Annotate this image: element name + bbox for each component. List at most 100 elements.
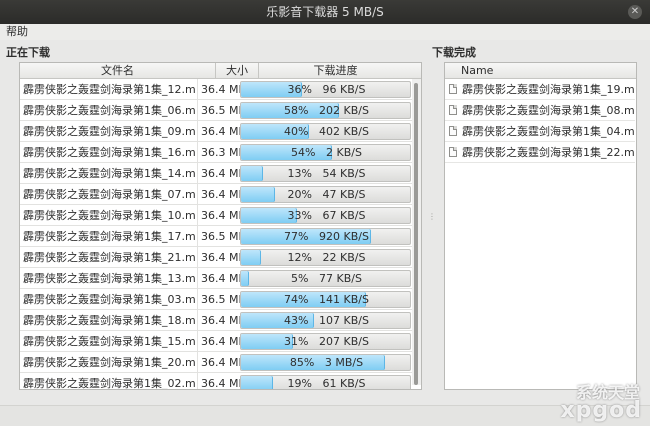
- progress-text: 20% 47 KB/S: [241, 187, 412, 202]
- file-name: 霹雳侠影之轰霆剑海录第1集_21.mp4: [23, 251, 195, 264]
- vertical-scrollbar[interactable]: [412, 79, 421, 385]
- progress-bar: 85% 3 MB/S: [240, 354, 411, 371]
- table-row[interactable]: 霹雳侠影之轰霆剑海录第1集_13.mp4 36.4 MB 5% 77 KB/S: [20, 268, 412, 289]
- table-row[interactable]: 霹雳侠影之轰霆剑海录第1集_12.mp4 36.4 MB 36% 96 KB/S: [20, 79, 412, 100]
- file-size: 36.4 MB: [197, 247, 246, 268]
- table-row[interactable]: 霹雳侠影之轰霆剑海录第1集_06.mp4 36.5 MB 58% 202 KB/S: [20, 100, 412, 121]
- progress-percent: 40%: [284, 125, 309, 138]
- progress-percent: 5%: [291, 272, 309, 285]
- progress-percent: 12%: [287, 251, 312, 264]
- table-header: 文件名 大小 下载进度: [20, 63, 421, 79]
- file-size: 36.4 MB: [197, 79, 246, 100]
- column-header-size[interactable]: 大小: [216, 63, 259, 78]
- close-icon[interactable]: ✕: [628, 5, 642, 19]
- progress-percent: 85%: [289, 356, 315, 369]
- download-speed: 67 KB/S: [322, 209, 366, 222]
- download-speed: 141 KB/S: [319, 293, 369, 306]
- download-speed: 47 KB/S: [322, 188, 366, 201]
- table-row[interactable]: 霹雳侠影之轰霆剑海录第1集_17.mp4 36.5 MB 77% 920 KB/S: [20, 226, 412, 247]
- progress-bar: 33% 67 KB/S: [240, 207, 411, 224]
- file-name: 霹雳侠影之轰霆剑海录第1集_20.mp4: [23, 356, 195, 369]
- table-row[interactable]: 霹雳侠影之轰霆剑海录第1集_18.mp4 36.4 MB 43% 107 KB/S: [20, 310, 412, 331]
- progress-text: 31% 207 KB/S: [241, 334, 412, 349]
- completed-section-title: 下载完成: [432, 46, 476, 59]
- file-name: 霹雳侠影之轰霆剑海录第1集_03.mp4: [23, 293, 195, 306]
- column-header-name[interactable]: 文件名: [20, 63, 216, 78]
- progress-text: 12% 22 KB/S: [241, 250, 412, 265]
- download-speed: 920 KB/S: [319, 230, 369, 243]
- status-bar: [0, 405, 650, 426]
- progress-bar: 19% 61 KB/S: [240, 375, 411, 390]
- progress-text: 43% 107 KB/S: [241, 313, 412, 328]
- file-size: 36.5 MB: [197, 226, 246, 247]
- progress-percent: 77%: [284, 230, 309, 243]
- table-row[interactable]: 霹雳侠影之轰霆剑海录第1集_07.mp4 36.4 MB 20% 47 KB/S: [20, 184, 412, 205]
- table-row[interactable]: 霹雳侠影之轰霆剑海录第1集_09.mp4 36.4 MB 40% 402 KB/S: [20, 121, 412, 142]
- progress-fill: [241, 376, 273, 389]
- table-row[interactable]: 霹雳侠影之轰霆剑海录第1集_02.mp4 36.4 MB 19% 61 KB/S: [20, 373, 412, 390]
- completed-file-name: 霹雳侠影之轰霆剑海录第1集_04.m…: [462, 125, 634, 138]
- progress-fill: [241, 271, 249, 286]
- progress-fill: [241, 250, 261, 265]
- menu-bar: 帮助: [0, 24, 650, 40]
- file-size: 36.4 MB: [197, 205, 246, 226]
- progress-bar: 43% 107 KB/S: [240, 312, 411, 329]
- progress-fill: [241, 208, 297, 223]
- title-bar: 乐影音下载器 5 MB/S ✕: [0, 0, 650, 24]
- splitter-handle[interactable]: ⋮: [428, 212, 436, 221]
- download-speed: 77 KB/S: [319, 272, 362, 285]
- list-item[interactable]: 霹雳侠影之轰霆剑海录第1集_19.m…: [445, 79, 635, 100]
- table-row[interactable]: 霹雳侠影之轰霆剑海录第1集_21.mp4 36.4 MB 12% 22 KB/S: [20, 247, 412, 268]
- table-row[interactable]: 霹雳侠影之轰霆剑海录第1集_16.mp4 36.3 MB 54% 2 KB/S: [20, 142, 412, 163]
- menu-help[interactable]: 帮助: [6, 25, 28, 38]
- file-icon: [449, 105, 457, 115]
- file-size: 36.4 MB: [197, 331, 246, 352]
- progress-fill: [241, 313, 314, 328]
- file-name: 霹雳侠影之轰霆剑海录第1集_02.mp4: [23, 377, 195, 390]
- file-icon: [449, 126, 457, 136]
- download-speed: 61 KB/S: [322, 377, 366, 390]
- progress-fill: [241, 187, 275, 202]
- progress-percent: 20%: [287, 188, 312, 201]
- progress-fill: [241, 334, 293, 349]
- progress-percent: 74%: [284, 293, 309, 306]
- table-row[interactable]: 霹雳侠影之轰霆剑海录第1集_10.mp4 36.4 MB 33% 67 KB/S: [20, 205, 412, 226]
- progress-percent: 31%: [284, 335, 309, 348]
- progress-fill: [241, 82, 302, 97]
- table-row[interactable]: 霹雳侠影之轰霆剑海录第1集_15.mp4 36.4 MB 31% 207 KB/S: [20, 331, 412, 352]
- progress-fill: [241, 124, 309, 139]
- downloading-section-title: 正在下载: [6, 46, 50, 59]
- progress-percent: 13%: [287, 167, 312, 180]
- watermark-logo: 系统天堂 xpgod: [522, 383, 642, 423]
- table-row[interactable]: 霹雳侠影之轰霆剑海录第1集_03.mp4 36.5 MB 74% 141 KB/S: [20, 289, 412, 310]
- progress-fill: [241, 355, 385, 370]
- scrollbar-thumb[interactable]: [414, 83, 418, 385]
- table-row[interactable]: 霹雳侠影之轰霆剑海录第1集_14.mp4 36.4 MB 13% 54 KB/S: [20, 163, 412, 184]
- progress-bar: 58% 202 KB/S: [240, 102, 411, 119]
- list-item[interactable]: 霹雳侠影之轰霆剑海录第1集_08.m…: [445, 100, 635, 121]
- download-speed: 54 KB/S: [322, 167, 366, 180]
- completed-file-name: 霹雳侠影之轰霆剑海录第1集_22.m…: [462, 146, 634, 159]
- download-speed: 96 KB/S: [322, 83, 366, 96]
- progress-fill: [241, 166, 263, 181]
- column-header-completed-name[interactable]: Name: [461, 64, 494, 77]
- progress-percent: 36%: [287, 83, 312, 96]
- progress-text: 85% 3 MB/S: [241, 355, 412, 370]
- progress-text: 74% 141 KB/S: [241, 292, 412, 307]
- progress-percent: 58%: [284, 104, 309, 117]
- list-item[interactable]: 霹雳侠影之轰霆剑海录第1集_04.m…: [445, 121, 635, 142]
- table-row[interactable]: 霹雳侠影之轰霆剑海录第1集_20.mp4 36.4 MB 85% 3 MB/S: [20, 352, 412, 373]
- watermark-line1: 系统天堂: [575, 383, 640, 402]
- progress-percent: 33%: [287, 209, 312, 222]
- progress-bar: 13% 54 KB/S: [240, 165, 411, 182]
- file-size: 36.4 MB: [197, 352, 246, 373]
- progress-text: 58% 202 KB/S: [241, 103, 412, 118]
- completed-file-name: 霹雳侠影之轰霆剑海录第1集_08.m…: [462, 104, 634, 117]
- download-speed: 207 KB/S: [319, 335, 369, 348]
- progress-fill: [241, 292, 366, 307]
- list-item[interactable]: 霹雳侠影之轰霆剑海录第1集_22.m…: [445, 142, 635, 163]
- file-size: 36.4 MB: [197, 184, 246, 205]
- column-header-progress[interactable]: 下载进度: [313, 64, 358, 77]
- file-icon: [449, 84, 457, 94]
- progress-bar: 40% 402 KB/S: [240, 123, 411, 140]
